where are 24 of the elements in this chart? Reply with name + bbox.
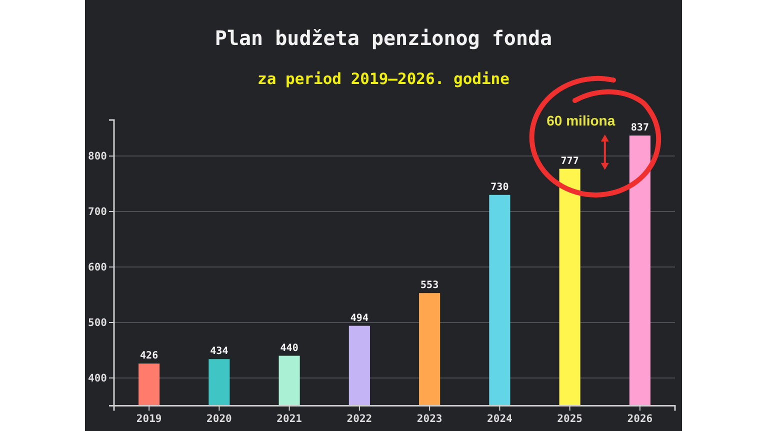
data-label: 494 — [350, 312, 368, 324]
x-tick-label: 2023 — [416, 413, 442, 426]
y-tick-label: 400 — [88, 372, 107, 384]
y-tick-label: 500 — [88, 316, 107, 329]
annotation: 60 miliona — [546, 112, 616, 129]
data-label: 426 — [140, 350, 158, 362]
data-label: 434 — [210, 346, 228, 358]
data-label: 730 — [490, 182, 509, 193]
x-tick-label: 2020 — [206, 413, 232, 426]
y-tick-label: 700 — [88, 206, 107, 218]
x-tick-label: 2021 — [276, 413, 302, 426]
x-tick-label: 2019 — [136, 413, 162, 426]
data-label: 440 — [280, 342, 298, 354]
data-label: 837 — [630, 122, 649, 134]
x-tick-label: 2026 — [627, 413, 653, 426]
y-tick-label: 600 — [88, 261, 107, 274]
data-label: 553 — [420, 280, 439, 292]
x-tick-label: 2022 — [346, 413, 372, 426]
chart-title: Plan budžeta penzionog fonda — [214, 26, 552, 50]
data-label: 777 — [560, 156, 579, 167]
x-tick-label: 2024 — [487, 413, 512, 426]
x-tick-label: 2025 — [557, 413, 582, 426]
y-tick-label: 800 — [88, 150, 107, 162]
chart-subtitle: za period 2019–2026. godine — [258, 70, 510, 88]
